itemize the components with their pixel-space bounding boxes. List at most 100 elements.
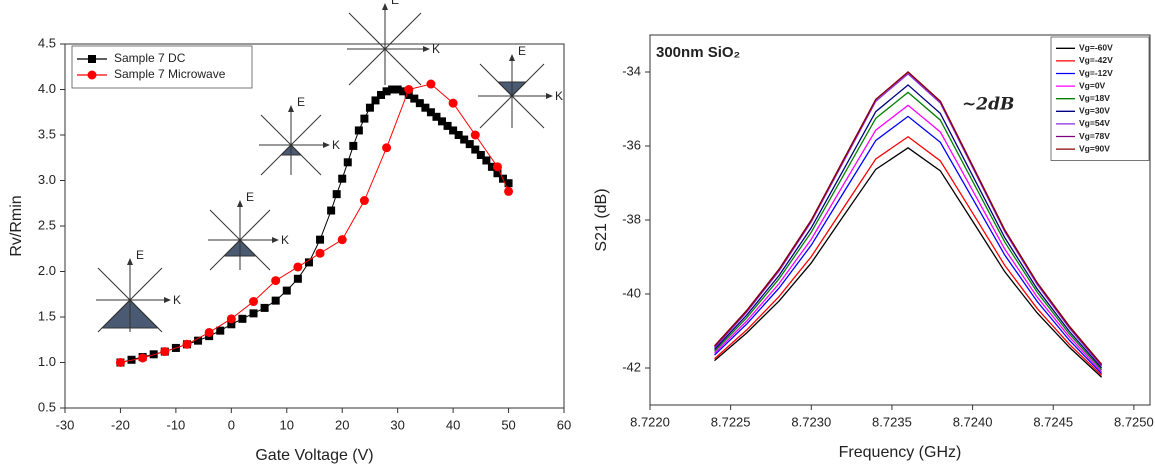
marker (343, 158, 352, 167)
marker (194, 336, 203, 345)
marker (382, 87, 391, 96)
y-axis-label: Rv/Rmin (8, 195, 25, 256)
legend-label: Vg=-12V (1079, 68, 1113, 78)
arrow-head (423, 46, 430, 52)
legend-label: Sample 7 Microwave (114, 67, 226, 81)
marker (316, 235, 325, 244)
momentum-label: K (432, 42, 440, 56)
legend-label: Sample 7 DC (114, 51, 186, 65)
marker (460, 135, 469, 144)
y-tick-label: -36 (622, 137, 641, 152)
momentum-label: K (173, 293, 181, 307)
marker (421, 103, 430, 112)
marker (160, 347, 170, 357)
marker (226, 314, 236, 324)
y-tick-label: 4.5 (38, 35, 56, 50)
x-tick-label: 8.7240 (953, 414, 993, 429)
series-line (714, 71, 1103, 365)
series-line (714, 135, 1103, 376)
series-line (714, 104, 1103, 373)
series-line (714, 84, 1103, 369)
marker (182, 339, 192, 349)
energy-label: E (136, 248, 144, 262)
y-tick-label: -40 (622, 285, 641, 300)
marker (337, 235, 347, 245)
y-tick-label: 2.5 (38, 217, 56, 232)
marker (482, 156, 491, 165)
y-tick-label: 1.0 (38, 354, 56, 369)
energy-label: E (297, 95, 305, 109)
y-tick-label: 3.0 (38, 172, 56, 187)
marker (365, 103, 374, 112)
marker (249, 309, 258, 318)
arrow-head (382, 3, 388, 10)
marker (338, 174, 347, 183)
marker (443, 121, 452, 130)
marker (271, 296, 280, 305)
marker (438, 117, 447, 126)
energy-label: E (246, 190, 254, 204)
dirac-cone-icon (208, 200, 279, 271)
series-line (714, 115, 1103, 375)
arrow-head (546, 93, 553, 99)
dirac-cone-icon (347, 3, 430, 86)
marker (426, 79, 436, 89)
y-tick-label: 2.0 (38, 263, 56, 278)
arrow-head (237, 200, 243, 207)
x-axis-label: Gate Voltage (V) (255, 447, 373, 464)
y-tick-label: 3.5 (38, 126, 56, 141)
marker (238, 314, 247, 323)
marker (493, 169, 502, 178)
marker (138, 353, 148, 363)
x-tick-label: 8.7235 (872, 414, 912, 429)
marker (504, 186, 514, 196)
momentum-label: K (332, 138, 340, 152)
marker (504, 179, 513, 188)
marker (293, 274, 302, 283)
chart-title: 300nm SiO₂ (656, 44, 740, 61)
marker (260, 303, 269, 312)
x-axis-label: Frequency (GHz) (839, 444, 962, 461)
legend-label: Vg=18V (1079, 93, 1110, 103)
legend-label: Vg=0V (1079, 80, 1106, 90)
marker (354, 126, 363, 135)
marker (415, 99, 424, 108)
arrow-head (127, 258, 133, 265)
x-tick-label: 20 (335, 417, 349, 432)
y-axis-label: S21 (dB) (593, 188, 610, 251)
y-tick-label: -34 (622, 63, 641, 78)
x-tick-label: 8.7245 (1033, 414, 1073, 429)
energy-label: E (391, 0, 399, 7)
y-tick-label: -38 (622, 211, 641, 226)
marker (476, 151, 485, 160)
marker (492, 162, 502, 172)
legend-label: Vg=78V (1079, 131, 1110, 141)
marker (332, 190, 341, 199)
legend-box (71, 45, 253, 89)
legend-label: Vg=90V (1079, 143, 1110, 153)
marker (216, 326, 225, 335)
marker (227, 320, 236, 329)
series-line (714, 147, 1103, 378)
marker (399, 87, 408, 96)
y-tick-label: 1.5 (38, 308, 56, 323)
arrow-head (164, 297, 171, 303)
marker (432, 112, 441, 121)
marker (282, 286, 291, 295)
x-tick-label: 10 (280, 417, 294, 432)
marker (327, 206, 336, 215)
x-tick-label: 30 (390, 417, 404, 432)
marker (249, 297, 259, 307)
marker (410, 94, 419, 103)
marker (454, 131, 463, 139)
marker (404, 85, 414, 94)
marker (359, 196, 369, 206)
series-line (714, 72, 1103, 367)
marker (315, 248, 325, 258)
x-tick-label: 40 (446, 417, 460, 432)
dirac-cone-icon (259, 105, 330, 176)
marker (471, 145, 480, 154)
marker (465, 140, 474, 149)
legend-label: Vg=30V (1079, 106, 1110, 116)
